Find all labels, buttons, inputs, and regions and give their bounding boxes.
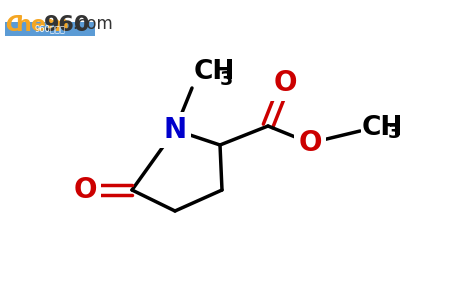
Text: .com: .com [72, 15, 113, 33]
Text: 3: 3 [220, 70, 233, 89]
FancyBboxPatch shape [5, 22, 95, 36]
Text: hem: hem [15, 15, 69, 35]
Text: C: C [5, 15, 21, 35]
Text: CH: CH [362, 115, 403, 141]
Text: N: N [164, 116, 187, 144]
Text: 960: 960 [44, 15, 91, 35]
Text: O: O [298, 129, 322, 157]
Text: 3: 3 [388, 124, 401, 142]
Text: O: O [73, 176, 97, 204]
Text: O: O [273, 69, 297, 97]
Text: CH: CH [194, 59, 236, 85]
Text: 960化工网: 960化工网 [35, 25, 65, 33]
